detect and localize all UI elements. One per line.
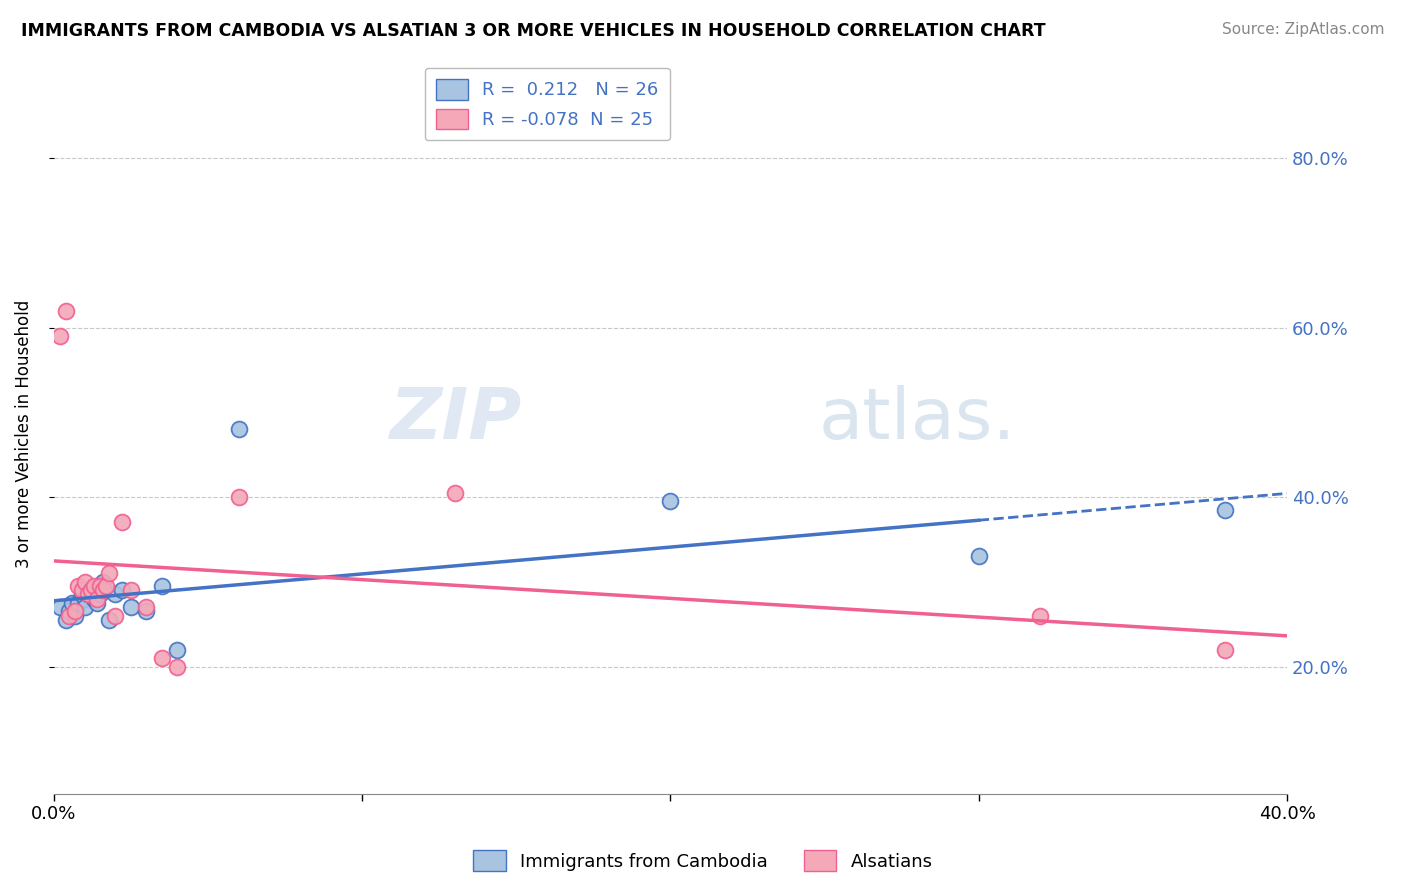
Point: [111, 583, 134, 598]
Point: [1215, 642, 1237, 657]
Point: [55, 303, 77, 318]
Point: [150, 651, 173, 665]
Point: [111, 516, 134, 530]
Point: [86, 596, 108, 610]
Point: [120, 600, 142, 615]
Point: [80, 583, 103, 598]
Point: [98, 566, 121, 581]
Y-axis label: 3 or more Vehicles in Household: 3 or more Vehicles in Household: [15, 300, 32, 567]
Point: [80, 583, 103, 598]
Point: [89, 587, 111, 601]
Point: [228, 422, 250, 436]
Text: Source: ZipAtlas.com: Source: ZipAtlas.com: [1222, 22, 1385, 37]
Text: atlas.: atlas.: [818, 384, 1015, 453]
Point: [166, 642, 188, 657]
Legend: R =  0.212   N = 26, R = -0.078  N = 25: R = 0.212 N = 26, R = -0.078 N = 25: [425, 68, 669, 140]
Point: [98, 613, 121, 627]
Point: [659, 494, 682, 508]
Point: [70, 583, 93, 598]
Point: [73, 591, 96, 606]
Point: [83, 579, 105, 593]
Point: [120, 583, 142, 598]
Point: [96, 579, 118, 593]
Point: [104, 608, 127, 623]
Point: [49, 600, 72, 615]
Point: [150, 579, 173, 593]
Point: [73, 574, 96, 589]
Point: [89, 579, 111, 593]
Legend: Immigrants from Cambodia, Alsatians: Immigrants from Cambodia, Alsatians: [465, 843, 941, 879]
Point: [135, 600, 157, 615]
Point: [55, 613, 77, 627]
Point: [73, 600, 96, 615]
Text: IMMIGRANTS FROM CAMBODIA VS ALSATIAN 3 OR MORE VEHICLES IN HOUSEHOLD CORRELATION: IMMIGRANTS FROM CAMBODIA VS ALSATIAN 3 O…: [21, 22, 1046, 40]
Point: [58, 608, 80, 623]
Point: [104, 587, 127, 601]
Point: [58, 604, 80, 618]
Text: ZIP: ZIP: [391, 384, 523, 453]
Point: [83, 591, 105, 606]
Point: [91, 574, 114, 589]
Point: [967, 549, 990, 564]
Point: [135, 604, 157, 618]
Point: [67, 596, 90, 610]
Point: [1029, 608, 1052, 623]
Point: [91, 583, 114, 598]
Point: [67, 579, 90, 593]
Point: [65, 604, 87, 618]
Point: [228, 490, 250, 504]
Point: [166, 659, 188, 673]
Point: [60, 596, 83, 610]
Point: [86, 591, 108, 606]
Point: [70, 587, 93, 601]
Point: [1215, 502, 1237, 516]
Point: [49, 329, 72, 343]
Point: [65, 608, 87, 623]
Point: [76, 587, 98, 601]
Point: [443, 485, 465, 500]
Point: [76, 587, 98, 601]
